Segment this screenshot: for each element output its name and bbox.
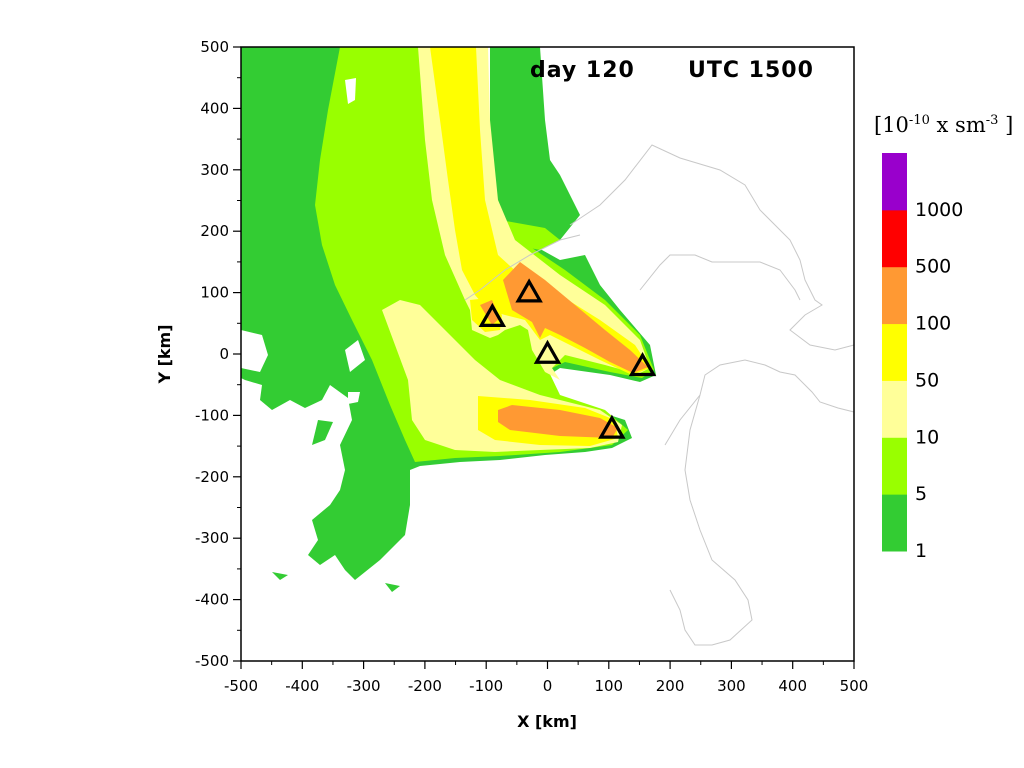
y-tick-label: -400: [195, 591, 229, 609]
colorbar: 1 5 10 50 100 500 1000: [882, 153, 963, 562]
x-tick-label: -500: [224, 677, 258, 695]
contour-gap: [345, 78, 356, 104]
x-tick-label: -100: [469, 677, 503, 695]
source-triangle-marker: [628, 352, 657, 377]
x-tick-label: 200: [656, 677, 685, 695]
colorbar-swatch: [882, 380, 907, 438]
x-tick-label: -400: [285, 677, 319, 695]
coastline: [464, 144, 855, 646]
contour-gap: [348, 392, 360, 404]
y-axis-label: Y [km]: [155, 324, 174, 384]
y-tick-label: 0: [219, 345, 229, 363]
coastline-line: [669, 394, 753, 646]
colorbar-tick-label: 100: [915, 313, 951, 335]
coastline-line: [639, 254, 801, 301]
source-triangle-marker: [598, 414, 626, 439]
y-tick-label: -300: [195, 529, 229, 547]
x-tick-label: 0: [543, 677, 553, 695]
coastline-line: [464, 234, 581, 301]
x-tick-label: 500: [840, 677, 869, 695]
source-triangle-marker: [478, 302, 507, 328]
y-tick-label: 100: [200, 284, 229, 302]
source-triangle-marker: [515, 278, 543, 303]
x-tick-label: -200: [408, 677, 442, 695]
colorbar-swatch: [882, 437, 907, 495]
colorbar-tick-label: 10: [915, 426, 939, 448]
contour-level-100: [503, 262, 648, 373]
plot-title-utc: UTC 1500: [688, 58, 814, 83]
x-tick-label: 300: [717, 677, 746, 695]
contour-level-1: [312, 420, 333, 445]
contour-gap: [241, 330, 268, 372]
colorbar-tick-label: 5: [915, 483, 927, 505]
colorbar-swatch: [882, 209, 907, 268]
colorbar-swatch: [882, 494, 907, 552]
contour-level-50: [430, 47, 650, 375]
source-triangle-marker: [533, 339, 562, 364]
x-axis-label: X [km]: [517, 712, 577, 731]
y-tick-label: -500: [195, 652, 229, 670]
colorbar-swatch: [882, 323, 907, 381]
x-tick-label: 400: [778, 677, 807, 695]
colorbar-tick-label: 1: [915, 540, 927, 562]
colorbar-tick-label: 1000: [915, 199, 963, 221]
x-tick-label: -300: [347, 677, 381, 695]
axes: -500 -400 -300 -200 -100 0 100 200 300 400 500 500 4…: [195, 38, 868, 695]
colorbar-unit: [10-10 x sm-3 ]: [874, 113, 1013, 137]
colorbar-swatch: [882, 153, 907, 211]
contour-level-1: [490, 47, 580, 245]
colorbar-tick-label: 50: [915, 369, 939, 391]
colorbar-tick-label: 500: [915, 256, 951, 278]
y-tick-label: 400: [200, 99, 229, 117]
y-tick-label: 300: [200, 161, 229, 179]
coastline-line: [569, 144, 855, 351]
plot-title-day: day 120: [530, 58, 635, 83]
source-markers: [478, 278, 657, 439]
y-tick-label: -200: [195, 468, 229, 486]
y-tick-label: -100: [195, 406, 229, 424]
contour-level-100: [498, 405, 618, 438]
x-tick-label: 100: [594, 677, 623, 695]
y-tick-label: 500: [200, 38, 229, 56]
contour-gap: [345, 340, 365, 372]
contour-level-1: [272, 572, 288, 580]
colorbar-swatch: [882, 266, 907, 325]
contour-level-1: [385, 583, 400, 592]
y-tick-label: 200: [200, 222, 229, 240]
